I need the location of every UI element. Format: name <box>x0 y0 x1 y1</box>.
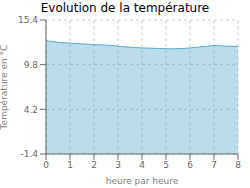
svg-text:Température en °C: Température en °C <box>8 45 9 131</box>
svg-text:heure par heure: heure par heure <box>106 176 179 186</box>
html-text:Evolution de la température: Evolution de la température <box>40 1 210 15</box>
svg-text:9.8: 9.8 <box>24 60 39 70</box>
svg-text:0: 0 <box>43 160 49 170</box>
svg-text:15.4: 15.4 <box>18 16 38 25</box>
svg-text:5: 5 <box>163 160 169 170</box>
svg-text:-1.4: -1.4 <box>20 149 38 159</box>
svg-text:4.2: 4.2 <box>24 105 38 115</box>
svg-text:7: 7 <box>211 160 217 170</box>
svg-text:3: 3 <box>115 160 121 170</box>
svg-text:2: 2 <box>91 160 97 170</box>
svg-text:4: 4 <box>139 160 145 170</box>
svg-text:1: 1 <box>67 160 73 170</box>
svg-text:6: 6 <box>187 160 193 170</box>
svg-text:8: 8 <box>235 160 241 170</box>
